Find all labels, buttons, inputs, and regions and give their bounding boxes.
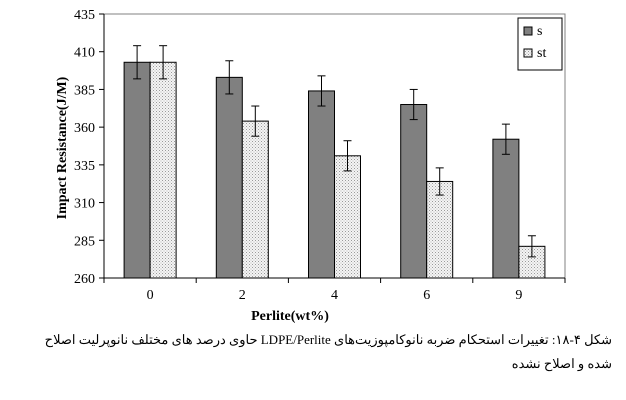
bar-st-4 (334, 155, 361, 279)
bar-st-2 (241, 120, 269, 279)
y-tick-label: 435 (74, 8, 95, 23)
bar-s-0 (123, 61, 151, 279)
x-axis-label: Perlite(wt%) (251, 309, 329, 324)
legend-label-s: s (537, 24, 542, 39)
y-tick-label: 335 (74, 159, 95, 174)
y-tick-label: 360 (74, 121, 95, 136)
x-tick-label: 6 (423, 288, 430, 303)
x-tick-label: 9 (515, 288, 522, 303)
axes: 260 285 310 335 360 385 410 435 0 2 4 6 9 (74, 8, 566, 303)
y-tick-label: 285 (74, 234, 95, 249)
bar-s-6 (400, 104, 428, 279)
y-axis-label: Impact Resistance(J/M) (55, 76, 70, 219)
y-tick-label: 260 (74, 272, 95, 287)
x-tick-label: 4 (331, 288, 338, 303)
legend-label-st: st (537, 46, 546, 61)
figure-caption: شکل ۴-۱۸: تغییرات استحکام ضربه نانوکامپو… (44, 332, 612, 371)
x-tick-label: 0 (147, 288, 154, 303)
y-tick-label: 410 (74, 46, 95, 61)
bars (123, 45, 546, 279)
legend-swatch-s (523, 26, 533, 36)
bar-st-0 (149, 61, 177, 279)
bar-s-9 (492, 138, 520, 279)
y-tick-label: 310 (74, 197, 95, 212)
bar-s-2 (215, 76, 243, 279)
legend: s st (517, 17, 563, 71)
bar-s-4 (308, 90, 335, 279)
bar-st-6 (426, 180, 454, 279)
x-tick-label: 2 (239, 288, 246, 303)
y-tick-label: 385 (74, 83, 95, 98)
legend-swatch-st (523, 48, 533, 58)
bar-chart: 260 285 310 335 360 385 410 435 0 2 4 6 9 s st Perlit… (55, 8, 566, 324)
